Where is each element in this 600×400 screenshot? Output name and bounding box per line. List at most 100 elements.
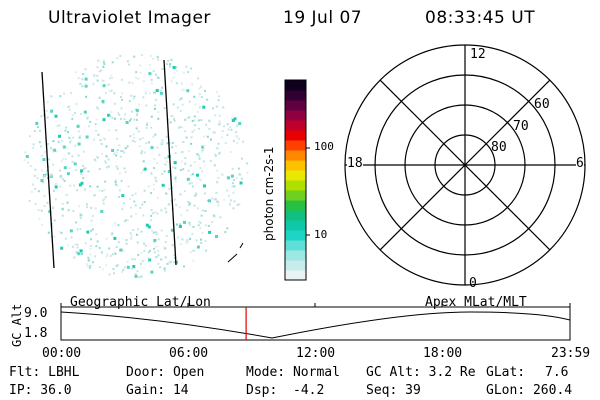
uv-speckle (32, 143, 35, 146)
uv-speckle (200, 241, 203, 244)
uv-speckle (163, 268, 166, 271)
uv-speckle (173, 161, 177, 165)
uv-speckle (226, 176, 230, 180)
uv-speckle (101, 189, 104, 192)
uv-speckle (126, 265, 130, 269)
uv-speckle (187, 116, 190, 119)
uv-speckle (154, 231, 157, 234)
uv-speckle (43, 205, 46, 208)
uv-speckle (103, 189, 106, 192)
uv-speckle (218, 120, 221, 123)
uv-speckle (96, 74, 99, 77)
mlt-label-12: 12 (470, 47, 486, 62)
uv-speckle (131, 110, 134, 113)
uv-speckle (221, 173, 224, 176)
uv-speckle (132, 265, 136, 268)
uv-speckle (108, 273, 111, 276)
uv-speckle (157, 238, 160, 241)
uv-speckle (102, 118, 106, 122)
uv-speckle (218, 114, 221, 117)
uv-speckle (100, 69, 103, 72)
uv-speckle (173, 261, 176, 264)
uv-speckle (179, 109, 182, 112)
uv-speckle (134, 76, 137, 79)
uv-speckle (152, 231, 155, 234)
uv-speckle (200, 150, 203, 153)
uv-speckle (213, 198, 215, 201)
uv-speckle (52, 163, 55, 166)
uv-speckle (156, 76, 159, 79)
uv-speckle (50, 147, 53, 150)
uv-speckle (78, 136, 81, 139)
uv-speckle (50, 109, 54, 113)
uv-speckle (206, 135, 209, 138)
uv-speckle (183, 220, 186, 224)
uv-speckle (159, 89, 162, 92)
uv-speckle (133, 55, 136, 58)
uv-speckle (98, 70, 101, 73)
uv-speckle (68, 136, 71, 139)
uv-speckle (66, 147, 69, 150)
uv-speckle (147, 225, 151, 229)
uv-speckle (188, 100, 191, 103)
uv-speckle (196, 173, 199, 177)
uv-speckle (89, 253, 92, 256)
uv-speckle (190, 181, 193, 184)
uv-speckle (246, 171, 249, 174)
uv-speckle (214, 114, 217, 117)
uv-speckle (199, 227, 202, 229)
uv-speckle (172, 166, 175, 169)
uv-speckle (188, 221, 191, 224)
uv-speckle (217, 201, 220, 204)
uv-speckle (98, 168, 101, 170)
instrument-title: Ultraviolet Imager (48, 8, 211, 28)
dsp-value: -4.2 (293, 383, 325, 398)
uv-speckle (24, 151, 27, 154)
uv-speckle (86, 230, 90, 234)
uv-speckle (189, 202, 191, 205)
uv-speckle (136, 270, 139, 273)
uv-speckle (158, 153, 161, 156)
uv-speckle (73, 184, 76, 187)
uv-speckle (125, 219, 128, 222)
uv-speckle (69, 141, 72, 144)
uv-speckle (139, 71, 142, 74)
uv-speckle (219, 216, 222, 219)
uv-speckle (107, 113, 111, 117)
uv-speckle (153, 251, 156, 254)
uv-speckle (96, 156, 99, 159)
uv-speckle (187, 71, 190, 74)
uv-speckle (180, 160, 183, 163)
uv-speckle (205, 123, 208, 126)
uv-speckle (70, 92, 72, 95)
uv-speckle (102, 102, 105, 104)
uv-speckle (118, 172, 121, 175)
uv-speckle (153, 241, 156, 244)
uv-speckle (79, 228, 82, 230)
uv-speckle (136, 241, 139, 244)
uv-speckle (60, 232, 63, 234)
observation-time: 08:33:45 UT (425, 8, 536, 28)
uv-speckle (42, 158, 46, 161)
uv-speckle (49, 174, 52, 177)
uv-speckle (111, 149, 115, 152)
uv-speckle (161, 86, 164, 89)
uv-speckle (191, 232, 194, 235)
uv-speckle (116, 184, 119, 187)
uv-speckle (153, 188, 155, 191)
uv-speckle (229, 203, 231, 206)
uv-speckle (189, 251, 192, 254)
uv-speckle (208, 128, 211, 130)
uv-speckle (76, 124, 80, 128)
uv-speckle (86, 203, 88, 206)
uv-speckle (59, 169, 61, 172)
uv-speckle (87, 170, 90, 173)
uv-speckle (61, 202, 64, 205)
uv-speckle (54, 198, 57, 201)
uv-speckle (135, 108, 139, 112)
uv-speckle (179, 169, 182, 172)
colorbar-swatch (285, 240, 306, 251)
mlt-label-18: 18 (347, 156, 363, 171)
